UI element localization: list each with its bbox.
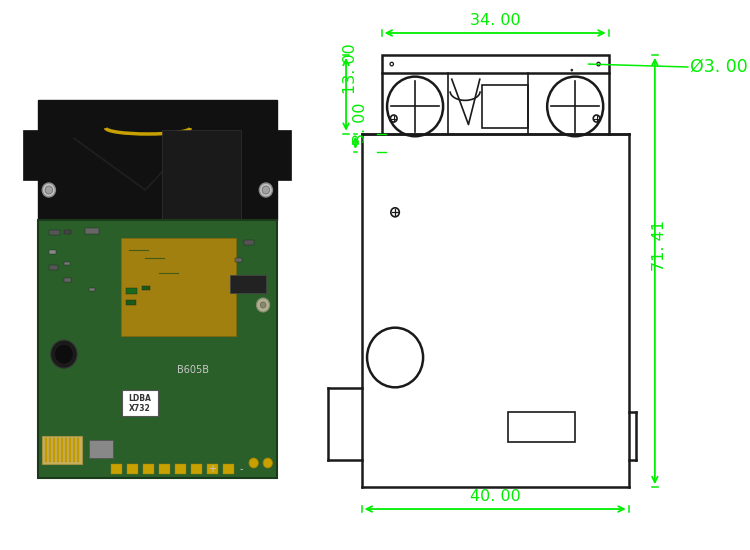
Bar [111, 464, 122, 474]
Bar [76, 438, 79, 462]
Bar [175, 464, 186, 474]
Bar [230, 275, 266, 293]
Bar [509, 412, 575, 442]
Bar [73, 438, 75, 462]
Bar [49, 265, 58, 270]
Bar [64, 230, 71, 234]
Text: +: + [209, 464, 217, 474]
Bar [207, 464, 218, 474]
Text: 40. 00: 40. 00 [470, 489, 520, 504]
Text: 13. 00: 13. 00 [344, 43, 358, 95]
Circle shape [249, 458, 258, 468]
Bar [89, 288, 95, 291]
Bar [142, 464, 154, 474]
Bar [235, 258, 242, 262]
Bar [23, 130, 38, 180]
Bar [89, 440, 112, 458]
Bar [45, 438, 47, 462]
Text: 71. 41: 71. 41 [652, 220, 667, 271]
Circle shape [571, 69, 573, 71]
Circle shape [256, 298, 270, 312]
Bar [126, 300, 136, 305]
Bar [53, 438, 55, 462]
Bar [61, 438, 63, 462]
Bar [64, 438, 68, 462]
Bar [244, 240, 254, 245]
Bar [49, 438, 52, 462]
Circle shape [42, 183, 56, 197]
Bar [49, 250, 56, 254]
Bar [190, 464, 202, 474]
Bar [38, 220, 278, 478]
Bar [162, 130, 242, 220]
Text: 3. 00: 3. 00 [352, 102, 368, 142]
Bar [142, 286, 149, 290]
Circle shape [45, 186, 53, 194]
Bar [64, 262, 70, 265]
Bar [382, 55, 608, 73]
Bar [122, 390, 158, 416]
Bar [482, 85, 529, 128]
Bar [127, 464, 138, 474]
Text: B605B: B605B [177, 365, 209, 375]
Bar [126, 288, 137, 294]
Bar [122, 238, 236, 336]
Bar [42, 436, 82, 464]
Bar [85, 228, 99, 234]
Bar [64, 278, 71, 282]
Circle shape [51, 340, 77, 368]
Circle shape [260, 183, 272, 197]
Bar [159, 464, 170, 474]
Bar [49, 230, 60, 235]
Text: -: - [239, 464, 243, 474]
Bar [38, 100, 278, 220]
Text: LDBA
X732: LDBA X732 [128, 394, 152, 413]
Bar [69, 438, 71, 462]
Bar [57, 438, 59, 462]
Bar [278, 130, 291, 180]
Circle shape [262, 186, 270, 194]
Circle shape [263, 458, 272, 468]
Text: 34. 00: 34. 00 [470, 13, 520, 28]
Polygon shape [74, 138, 194, 190]
Bar [223, 464, 234, 474]
Circle shape [260, 302, 266, 308]
Text: Ø3. 00: Ø3. 00 [689, 58, 747, 76]
Circle shape [55, 344, 74, 364]
